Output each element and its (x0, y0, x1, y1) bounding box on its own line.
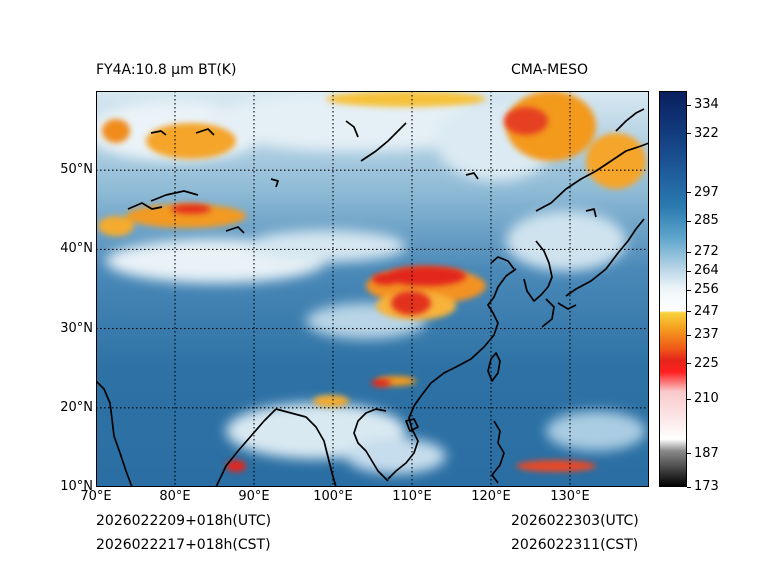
colorbar-tick-mark (687, 220, 691, 222)
colorbar-tick-label: 256 (694, 282, 719, 298)
colorbar-tick-mark (687, 311, 691, 313)
map-frame (96, 91, 649, 487)
graticule (96, 91, 649, 487)
valid-time-utc: 2026022303(UTC) (511, 513, 639, 529)
lon-tick-label: 110°E (392, 489, 432, 504)
lake-balkhash (150, 190, 199, 202)
lake-small-6 (225, 226, 245, 234)
lat-tick-label: 20°N (60, 399, 93, 415)
lon-tick-label: 90°E (238, 489, 270, 504)
coastline-korea (523, 240, 553, 302)
colorbar-tick-label: 237 (694, 327, 719, 343)
lake-baikal (360, 122, 407, 162)
lake-small-3 (465, 172, 479, 180)
coastlines (95, 108, 650, 488)
lake-small-4 (270, 178, 279, 188)
init-time-utc: 2026022209+018h(UTC) (96, 513, 272, 529)
lat-tick-label: 30°N (60, 320, 93, 336)
colorbar-tick-label: 285 (694, 213, 719, 229)
coastline-india-west (95, 380, 133, 488)
bohai-bay (490, 256, 515, 270)
lake-small-5 (127, 202, 163, 210)
lat-tick-label: 50°N (60, 162, 93, 178)
lat-tick-label: 40°N (60, 241, 93, 257)
title-right: CMA-MESO (511, 62, 589, 78)
lake-small-7 (585, 208, 597, 218)
coastline-bengal (275, 408, 337, 488)
colorbar-tick-mark (687, 133, 691, 135)
coastline-russia (535, 142, 650, 212)
colorbar-tick-mark (687, 486, 691, 488)
lon-tick-label: 100°E (313, 489, 353, 504)
colorbar-tick-label: 322 (694, 125, 719, 141)
coastline-indochina (353, 408, 389, 482)
coastline-china-east (387, 268, 517, 480)
colorbar-tick-mark (687, 398, 691, 400)
yellow-sea-coast (541, 298, 555, 328)
colorbar-tick-label: 272 (694, 244, 719, 260)
colorbar-tick-mark (687, 453, 691, 455)
colorbar-ramp (659, 91, 687, 487)
coastline-sakhalin (615, 108, 645, 132)
coastline-philippines (491, 420, 505, 484)
colorbar-tick-label: 334 (694, 97, 719, 113)
colorbar-tick-mark (687, 104, 691, 106)
coastline-japan (565, 218, 645, 297)
colorbar-tick-label: 187 (694, 445, 719, 461)
lon-tick-label: 130°E (550, 489, 590, 504)
coastline-japan-south (557, 302, 577, 310)
lake-small-1 (150, 130, 167, 136)
colorbar-tick-label: 247 (694, 303, 719, 319)
title-left: FY4A:10.8 µm BT(K) (96, 62, 237, 78)
satellite-map (86, 91, 650, 488)
colorbar-tick-label: 264 (694, 263, 719, 279)
colorbar-canvas (659, 91, 687, 487)
lon-tick-label: 70°E (80, 489, 112, 504)
cloud-field (86, 91, 646, 474)
lat-tick-label: 10°N (60, 479, 93, 494)
map-canvas (86, 91, 650, 488)
colorbar-tick-mark (687, 363, 691, 365)
colorbar-tick-label: 210 (694, 391, 719, 407)
lon-tick-label: 80°E (159, 489, 191, 504)
colorbar-tick-mark (687, 270, 691, 272)
lon-tick-label: 120°E (471, 489, 511, 504)
colorbar-tick-label: 173 (694, 479, 719, 494)
coastline-north-basin (345, 120, 359, 138)
init-time-cst: 2026022217+018h(CST) (96, 537, 271, 553)
colorbar-tick-mark (687, 192, 691, 194)
colorbar-tick-mark (687, 251, 691, 253)
valid-time-cst: 2026022311(CST) (511, 537, 639, 553)
colorbar (659, 91, 687, 487)
coastline-hainan (405, 418, 419, 432)
colorbar-tick-label: 225 (694, 355, 719, 371)
coastline-india-east (215, 408, 277, 488)
colorbar-tick-mark (687, 334, 691, 336)
colorbar-tick-mark (687, 289, 691, 291)
lake-small-2 (195, 128, 215, 136)
colorbar-tick-label: 297 (694, 184, 719, 200)
